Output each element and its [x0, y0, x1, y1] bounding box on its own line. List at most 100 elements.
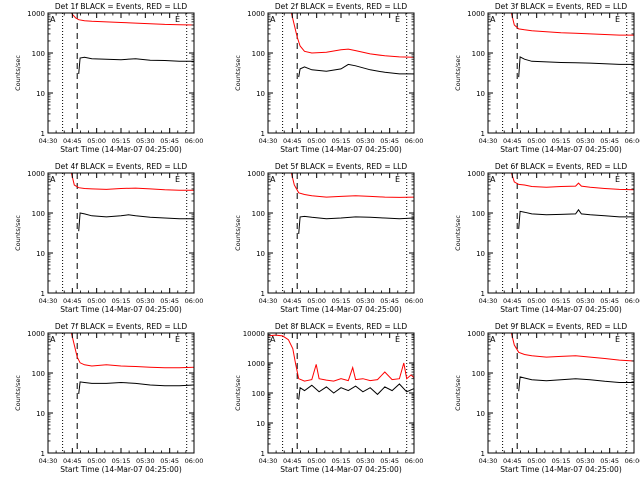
y-tick-label: 100	[472, 210, 485, 218]
y-axis-label: Counts/sec	[454, 375, 462, 411]
series-line-events	[518, 376, 634, 392]
plot-frame	[267, 332, 415, 454]
x-tick-label: 05:30	[136, 297, 155, 305]
chart-title: Det 5f BLACK = Events, RED = LLD	[275, 162, 408, 171]
x-tick-label: 04:45	[63, 297, 82, 305]
x-tick-label: 04:30	[39, 457, 58, 465]
x-tick-label: 04:45	[63, 457, 82, 465]
chart-title: Det 4f BLACK = Events, RED = LLD	[55, 162, 188, 171]
x-tick-label: 05:15	[552, 457, 571, 465]
chart-panel-6: Det 6f BLACK = Events, RED = LLD A E 1 10 100…	[454, 162, 640, 314]
y-tick-label: 1	[481, 130, 485, 138]
y-tick-label: 1000	[247, 360, 265, 368]
corner-label-left: A	[270, 15, 276, 24]
chart-panel-1: Det 1f BLACK = Events, RED = LLD A E 1 10 100…	[14, 2, 203, 154]
y-tick-label: 10	[36, 90, 45, 98]
y-tick-label: 1000	[467, 170, 485, 178]
x-tick-label: 04:45	[503, 457, 522, 465]
series-line-events	[298, 383, 414, 400]
corner-label-right: E	[175, 175, 180, 184]
x-tick-label: 05:30	[576, 297, 595, 305]
x-tick-label: 05:30	[356, 137, 375, 145]
x-tick-label: 06:00	[405, 297, 424, 305]
series-line-lld	[70, 173, 194, 191]
y-axis-label: Counts/sec	[14, 55, 22, 91]
series-line-events	[518, 56, 634, 78]
x-axis-label: Start Time (14-Mar-07 04:25:00)	[280, 145, 402, 154]
series-line-lld	[290, 173, 414, 198]
plot-frame	[47, 12, 195, 134]
x-tick-label: 06:00	[405, 137, 424, 145]
corner-label-left: A	[50, 175, 56, 184]
x-axis-label: Start Time (14-Mar-07 04:25:00)	[280, 465, 402, 474]
chart-panel-5: Det 5f BLACK = Events, RED = LLD A E 1 10 100…	[234, 162, 423, 314]
x-tick-label: 06:00	[625, 137, 640, 145]
corner-label-right: E	[615, 175, 620, 184]
x-tick-label: 04:30	[259, 457, 278, 465]
y-tick-label: 1	[481, 450, 485, 458]
chart-title: Det 3f BLACK = Events, RED = LLD	[495, 2, 628, 11]
y-tick-label: 1000	[247, 170, 265, 178]
x-tick-label: 05:15	[112, 297, 131, 305]
corner-label-left: A	[270, 175, 276, 184]
x-tick-label: 06:00	[185, 297, 204, 305]
x-tick-label: 05:15	[112, 457, 131, 465]
x-tick-label: 04:45	[63, 137, 82, 145]
y-tick-label: 1	[41, 290, 45, 298]
x-tick-label: 05:45	[380, 137, 399, 145]
x-tick-label: 04:30	[39, 297, 58, 305]
chart-title: Det 7f BLACK = Events, RED = LLD	[55, 322, 188, 331]
plot-frame	[47, 172, 195, 294]
y-tick-label: 1	[261, 130, 265, 138]
x-tick-label: 05:45	[600, 457, 619, 465]
y-tick-label: 1000	[27, 330, 45, 338]
corner-label-left: A	[50, 335, 56, 344]
series-line-events	[78, 381, 194, 394]
x-tick-label: 06:00	[625, 297, 640, 305]
x-axis-label: Start Time (14-Mar-07 04:25:00)	[500, 465, 622, 474]
plot-frame	[487, 172, 635, 294]
corner-label-right: E	[615, 335, 620, 344]
y-tick-label: 1000	[247, 10, 265, 18]
series-line-lld	[290, 13, 414, 58]
x-tick-label: 05:00	[87, 457, 106, 465]
y-tick-label: 1	[41, 450, 45, 458]
plot-frame	[487, 332, 635, 454]
y-tick-label: 10	[36, 250, 45, 258]
y-tick-label: 10	[256, 420, 265, 428]
x-tick-label: 05:15	[332, 137, 351, 145]
corner-label-left: A	[490, 15, 496, 24]
x-tick-label: 05:00	[87, 297, 106, 305]
series-line-lld	[510, 13, 634, 36]
y-tick-label: 10	[476, 250, 485, 258]
x-tick-label: 05:45	[600, 137, 619, 145]
x-tick-label: 04:30	[479, 457, 498, 465]
x-tick-label: 05:00	[307, 137, 326, 145]
corner-label-right: E	[615, 15, 620, 24]
x-tick-label: 05:30	[356, 297, 375, 305]
y-tick-label: 1000	[27, 170, 45, 178]
series-line-lld	[510, 173, 634, 191]
series-line-events	[78, 212, 194, 232]
y-tick-label: 1000	[467, 10, 485, 18]
series-line-events	[298, 215, 414, 234]
x-tick-label: 05:00	[307, 297, 326, 305]
x-tick-label: 06:00	[405, 457, 424, 465]
series-line-events	[298, 63, 414, 78]
x-tick-label: 05:45	[600, 297, 619, 305]
y-tick-label: 1000	[27, 10, 45, 18]
x-tick-label: 04:45	[503, 137, 522, 145]
x-tick-label: 05:30	[356, 457, 375, 465]
x-tick-label: 04:45	[283, 297, 302, 305]
x-tick-label: 05:45	[380, 457, 399, 465]
chart-title: Det 1f BLACK = Events, RED = LLD	[55, 2, 188, 11]
series-line-lld	[70, 333, 194, 369]
x-tick-label: 05:45	[160, 297, 179, 305]
y-tick-label: 1000	[467, 330, 485, 338]
y-tick-label: 100	[472, 370, 485, 378]
x-axis-label: Start Time (14-Mar-07 04:25:00)	[280, 305, 402, 314]
y-tick-label: 1	[261, 450, 265, 458]
x-tick-label: 04:30	[479, 137, 498, 145]
y-axis-label: Counts/sec	[234, 375, 242, 411]
x-tick-label: 04:45	[283, 457, 302, 465]
